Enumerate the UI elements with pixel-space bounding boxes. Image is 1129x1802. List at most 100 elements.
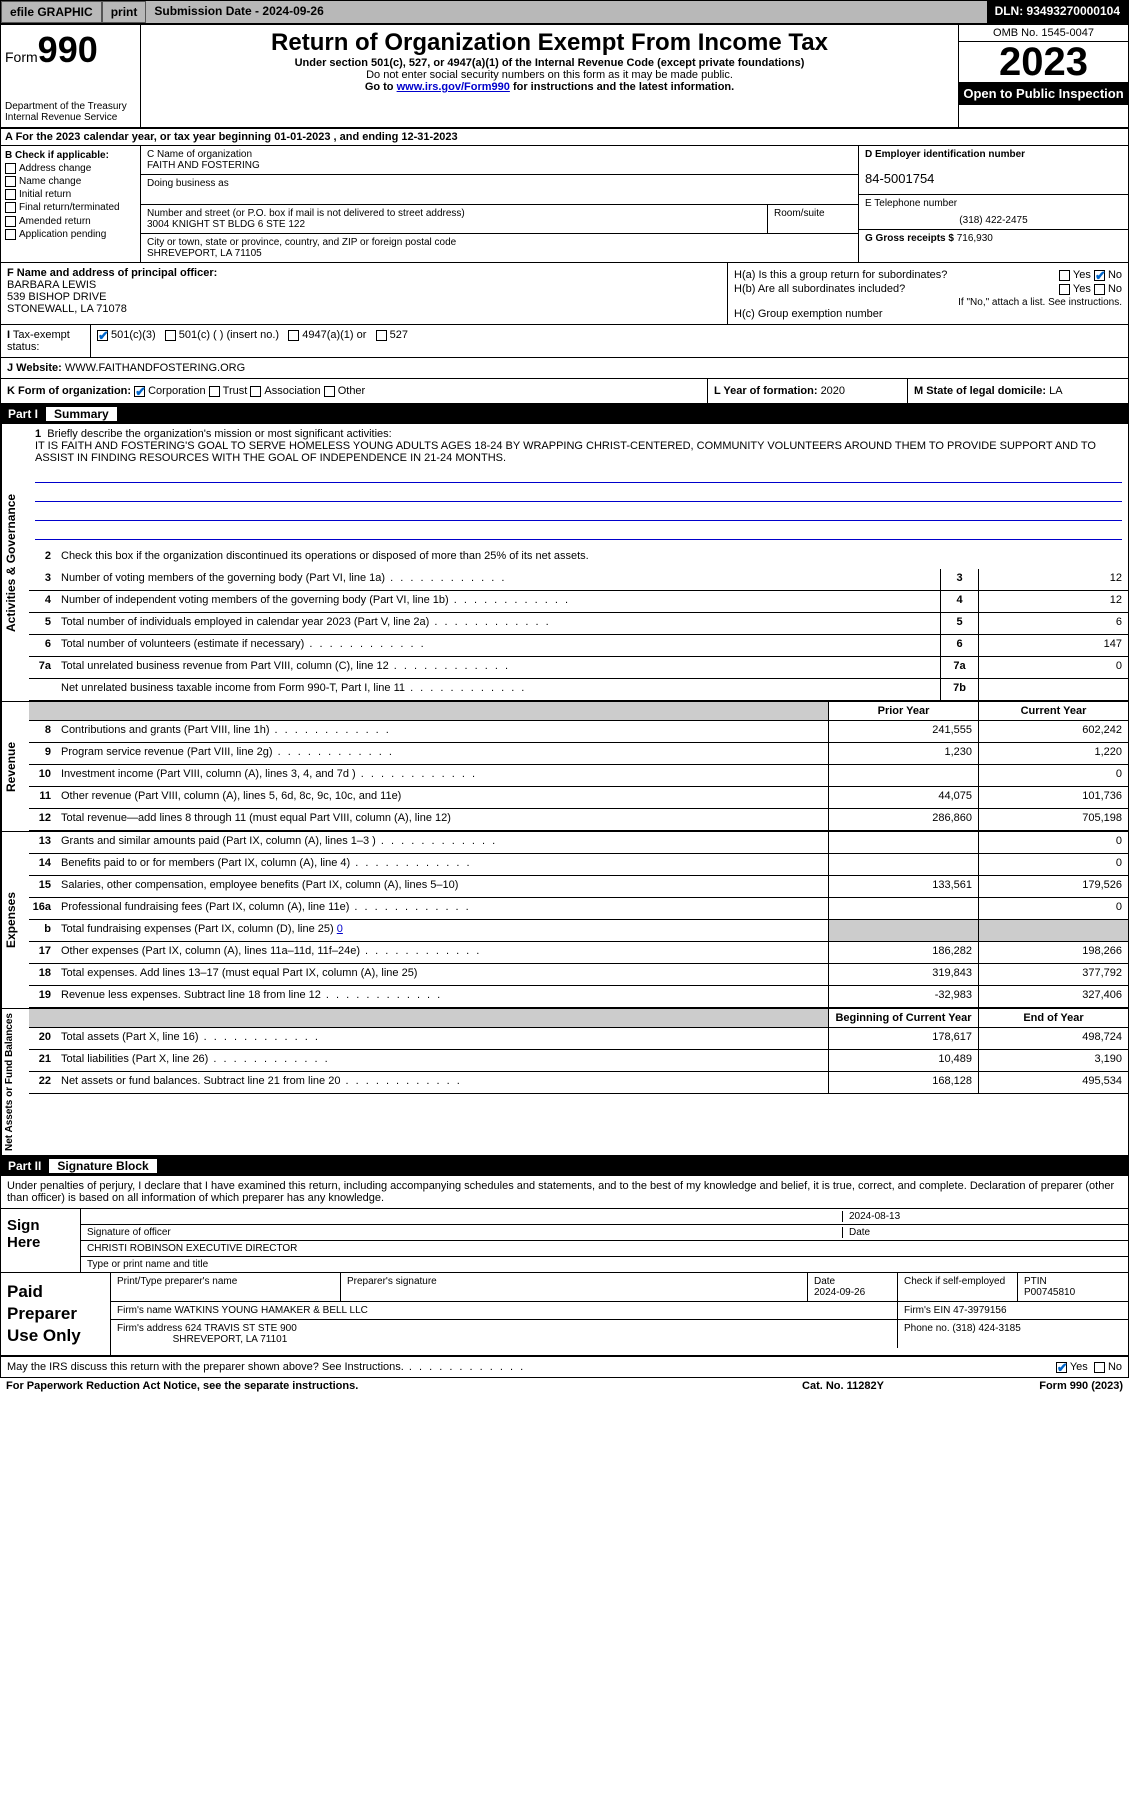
row-j: J Website: WWW.FAITHANDFOSTERING.ORG bbox=[0, 358, 1129, 379]
line-5: 5Total number of individuals employed in… bbox=[29, 613, 1128, 635]
dept-treasury: Department of the Treasury bbox=[5, 101, 136, 112]
section-a: A For the 2023 calendar year, or tax yea… bbox=[0, 128, 1129, 146]
revenue-col-hdr: Prior YearCurrent Year bbox=[29, 702, 1128, 721]
paid-row-addr: Firm's address 624 TRAVIS ST STE 900 SHR… bbox=[111, 1320, 1128, 1348]
line-16a: 16aProfessional fundraising fees (Part I… bbox=[29, 898, 1128, 920]
cb-application-pending[interactable]: Application pending bbox=[5, 229, 136, 240]
line-12: 12Total revenue—add lines 8 through 11 (… bbox=[29, 809, 1128, 831]
col-h: H(a) Is this a group return for subordin… bbox=[728, 263, 1128, 324]
vlabel-governance: Activities & Governance bbox=[1, 424, 29, 701]
row-klm: K Form of organization: Corporation Trus… bbox=[0, 379, 1129, 404]
discuss-row: May the IRS discuss this return with the… bbox=[0, 1356, 1129, 1378]
part2-title: Signature Block bbox=[49, 1159, 156, 1173]
revenue-block: Revenue Prior YearCurrent Year 8Contribu… bbox=[0, 702, 1129, 832]
part1-header: Part I Summary bbox=[0, 404, 1129, 424]
cb-address-change[interactable]: Address change bbox=[5, 163, 136, 174]
cb-initial-return[interactable]: Initial return bbox=[5, 189, 136, 200]
sign-name-row: CHRISTI ROBINSON EXECUTIVE DIRECTOR bbox=[81, 1241, 1128, 1257]
bottom-row: For Paperwork Reduction Act Notice, see … bbox=[0, 1378, 1129, 1394]
col-d: D Employer identification number 84-5001… bbox=[858, 146, 1128, 262]
part2-header: Part II Signature Block bbox=[0, 1156, 1129, 1176]
col-f: F Name and address of principal officer:… bbox=[1, 263, 728, 324]
k-form-org: K Form of organization: Corporation Trus… bbox=[1, 379, 708, 403]
vlabel-netassets: Net Assets or Fund Balances bbox=[1, 1009, 29, 1155]
phone-label: E Telephone number bbox=[859, 194, 1128, 212]
dln: DLN: 93493270000104 bbox=[987, 1, 1128, 23]
part1-title: Summary bbox=[46, 407, 117, 421]
irs-link[interactable]: www.irs.gov/Form990 bbox=[397, 81, 510, 93]
row-ij: I Tax-exempt status: 501(c)(3) 501(c) ( … bbox=[0, 325, 1129, 358]
h-b-note: If "No," attach a list. See instructions… bbox=[734, 297, 1122, 308]
cb-name-change[interactable]: Name change bbox=[5, 176, 136, 187]
netassets-block: Net Assets or Fund Balances Beginning of… bbox=[0, 1009, 1129, 1156]
line-9: 9Program service revenue (Part VIII, lin… bbox=[29, 743, 1128, 765]
h-a: H(a) Is this a group return for subordin… bbox=[734, 269, 1122, 281]
cb-final-return[interactable]: Final return/terminated bbox=[5, 202, 136, 213]
form-header: Form990 Department of the Treasury Inter… bbox=[0, 24, 1129, 128]
org-name-label: C Name of organization bbox=[147, 149, 852, 160]
line-7a: 7aTotal unrelated business revenue from … bbox=[29, 657, 1128, 679]
website: J Website: WWW.FAITHANDFOSTERING.ORG bbox=[1, 358, 1128, 378]
header-mid: Return of Organization Exempt From Incom… bbox=[141, 25, 958, 127]
line-3: 3Number of voting members of the governi… bbox=[29, 569, 1128, 591]
sign-here-label: Sign Here bbox=[1, 1209, 81, 1272]
dba-label: Doing business as bbox=[147, 178, 852, 189]
header-right: OMB No. 1545-0047 2023 Open to Public In… bbox=[958, 25, 1128, 127]
topbar-spacer bbox=[332, 1, 987, 23]
discuss-yes-no: Yes No bbox=[1056, 1361, 1122, 1373]
line-4: 4Number of independent voting members of… bbox=[29, 591, 1128, 613]
col-b-checkboxes: B Check if applicable: Address change Na… bbox=[1, 146, 141, 262]
governance-block: Activities & Governance 1 Briefly descri… bbox=[0, 424, 1129, 702]
street-label: Number and street (or P.O. box if mail i… bbox=[147, 208, 761, 219]
ein-label: D Employer identification number bbox=[859, 146, 1128, 163]
addr-row: Number and street (or P.O. box if mail i… bbox=[141, 205, 858, 234]
line-13: 13Grants and similar amounts paid (Part … bbox=[29, 832, 1128, 854]
city-label: City or town, state or province, country… bbox=[147, 237, 852, 248]
paid-preparer-block: Paid Preparer Use Only Print/Type prepar… bbox=[0, 1273, 1129, 1356]
phone-value: (318) 422-2475 bbox=[859, 212, 1128, 229]
line-17: 17Other expenses (Part IX, column (A), l… bbox=[29, 942, 1128, 964]
pra-notice: For Paperwork Reduction Act Notice, see … bbox=[6, 1380, 743, 1392]
mission-block: 1 Briefly describe the organization's mi… bbox=[29, 424, 1128, 547]
line-8: 8Contributions and grants (Part VIII, li… bbox=[29, 721, 1128, 743]
expenses-block: Expenses 13Grants and similar amounts pa… bbox=[0, 832, 1129, 1009]
print-button[interactable]: print bbox=[102, 1, 147, 23]
officer-name: BARBARA LEWIS bbox=[7, 279, 721, 291]
irs-label: Internal Revenue Service bbox=[5, 112, 136, 123]
sign-type-row: Type or print name and title bbox=[81, 1257, 1128, 1272]
street-address: 3004 KNIGHT ST BLDG 6 STE 122 bbox=[147, 219, 761, 230]
officer-addr1: 539 BISHOP DRIVE bbox=[7, 291, 721, 303]
part1-num: Part I bbox=[8, 407, 46, 421]
form-990-footer: Form 990 (2023) bbox=[943, 1380, 1123, 1392]
vlabel-expenses: Expenses bbox=[1, 832, 29, 1008]
netassets-col-hdr: Beginning of Current YearEnd of Year bbox=[29, 1009, 1128, 1028]
tax-year: 2023 bbox=[959, 42, 1128, 82]
room-suite: Room/suite bbox=[768, 205, 858, 233]
efile-button[interactable]: efile GRAPHIC bbox=[1, 1, 102, 23]
line-21: 21Total liabilities (Part X, line 26)10,… bbox=[29, 1050, 1128, 1072]
cb-amended-return[interactable]: Amended return bbox=[5, 216, 136, 227]
line-22: 22Net assets or fund balances. Subtract … bbox=[29, 1072, 1128, 1094]
gross-receipts: G Gross receipts $ 716,930 bbox=[859, 229, 1128, 247]
org-name: FAITH AND FOSTERING bbox=[147, 160, 852, 171]
officer-addr2: STONEWALL, LA 71078 bbox=[7, 303, 721, 315]
discuss-question: May the IRS discuss this return with the… bbox=[7, 1361, 1056, 1373]
i-label: I Tax-exempt status: bbox=[1, 325, 91, 357]
line-14: 14Benefits paid to or for members (Part … bbox=[29, 854, 1128, 876]
sign-date-row: 2024-08-13 bbox=[81, 1209, 1128, 1225]
city-cell: City or town, state or province, country… bbox=[141, 234, 858, 262]
subtitle-3: Go to www.irs.gov/Form990 for instructio… bbox=[145, 81, 954, 93]
m-state-domicile: M State of legal domicile: LA bbox=[908, 379, 1128, 403]
top-bar: efile GRAPHIC print Submission Date - 20… bbox=[0, 0, 1129, 24]
city-state-zip: SHREVEPORT, LA 71105 bbox=[147, 248, 852, 259]
line-7b: Net unrelated business taxable income fr… bbox=[29, 679, 1128, 701]
l-year-formation: L Year of formation: 2020 bbox=[708, 379, 908, 403]
b-header: B Check if applicable: bbox=[5, 150, 136, 161]
line-10: 10Investment income (Part VIII, column (… bbox=[29, 765, 1128, 787]
submission-date: Submission Date - 2024-09-26 bbox=[146, 1, 331, 23]
sign-sig-row: Signature of officerDate bbox=[81, 1225, 1128, 1241]
line-11: 11Other revenue (Part VIII, column (A), … bbox=[29, 787, 1128, 809]
row-bcd: B Check if applicable: Address change Na… bbox=[0, 146, 1129, 263]
paid-preparer-label: Paid Preparer Use Only bbox=[1, 1273, 111, 1355]
row-fh: F Name and address of principal officer:… bbox=[0, 263, 1129, 325]
